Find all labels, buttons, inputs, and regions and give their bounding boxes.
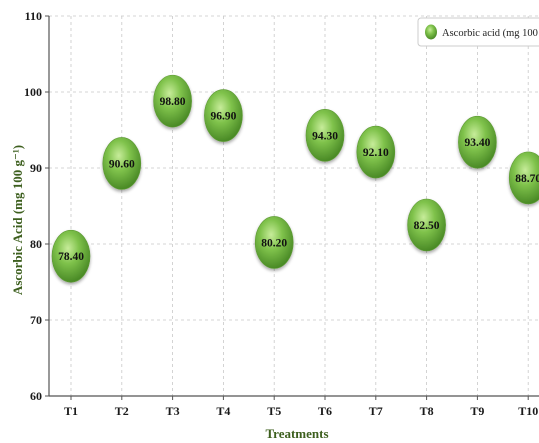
data-label: 88.70 — [515, 173, 539, 185]
x-tick-label: T8 — [420, 404, 434, 418]
legend-box — [417, 17, 539, 47]
data-points: 78.40 90.60 98.80 96.90 80.20 94.30 92.10 82.50… — [51, 74, 539, 283]
legend-marker — [425, 24, 437, 40]
y-tick-label: 70 — [30, 313, 42, 327]
x-tick-label: T7 — [369, 404, 383, 418]
data-point: 94.30 — [305, 109, 345, 162]
data-point: 88.70 — [508, 151, 539, 205]
y-tick-label: 100 — [24, 85, 42, 99]
data-label: 96.90 — [210, 111, 236, 123]
point-marker — [305, 109, 345, 162]
point-marker — [508, 151, 539, 205]
point-marker — [102, 137, 142, 190]
x-tick-label: T10 — [518, 404, 538, 418]
x-tick-label: T2 — [115, 404, 129, 418]
data-point: 80.20 — [254, 216, 294, 269]
point-marker — [254, 216, 294, 269]
point-marker — [407, 198, 446, 252]
data-label: 93.40 — [464, 137, 490, 149]
data-point: 78.40 — [51, 229, 91, 283]
y-tick-labels: 60 70 80 90 100 110 — [24, 9, 42, 403]
x-tick-label: T1 — [64, 404, 78, 418]
x-axis-title: Treatments — [265, 426, 328, 441]
data-label: 90.60 — [109, 158, 135, 170]
y-tick-label: 110 — [25, 9, 42, 23]
y-tick-label: 90 — [30, 161, 42, 175]
x-tick-label: T3 — [166, 404, 180, 418]
data-point: 90.60 — [102, 137, 142, 190]
data-label: 80.20 — [261, 237, 287, 249]
data-label: 98.80 — [160, 96, 186, 108]
x-tick-label: T5 — [267, 404, 281, 418]
y-axis-title: Ascorbic Acid (mg 100 g⁻¹) — [10, 145, 25, 295]
y-tick-label: 60 — [30, 389, 42, 403]
legend: Ascorbic acid (mg 100 g⁻¹) — [417, 17, 539, 47]
data-point: 98.80 — [153, 74, 192, 128]
data-point: 96.90 — [204, 89, 243, 142]
y-tick-label: 80 — [30, 237, 42, 251]
data-label: 78.40 — [58, 251, 84, 263]
data-label: 94.30 — [312, 130, 338, 142]
point-marker — [204, 89, 243, 142]
data-point: 93.40 — [458, 115, 497, 169]
x-tick-label: T4 — [216, 404, 230, 418]
x-tick-labels: T1 T2 T3 T4 T5 T6 T7 T8 T9 T10 — [64, 404, 538, 418]
point-marker — [153, 74, 192, 128]
data-label: 82.50 — [414, 220, 440, 232]
legend-label: Ascorbic acid (mg 100 g⁻¹) — [442, 28, 539, 39]
point-marker — [356, 125, 396, 179]
x-tick-label: T9 — [470, 404, 484, 418]
grid-lines — [49, 15, 539, 396]
axes — [45, 15, 539, 400]
x-tick-label: T6 — [318, 404, 332, 418]
point-marker — [458, 115, 497, 169]
data-point: 82.50 — [407, 198, 446, 252]
point-marker — [51, 229, 91, 283]
data-label: 92.10 — [363, 147, 389, 159]
data-point: 92.10 — [356, 125, 396, 179]
